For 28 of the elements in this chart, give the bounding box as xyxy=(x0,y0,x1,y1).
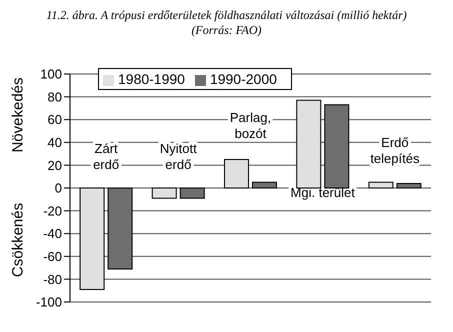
bar xyxy=(224,159,250,188)
y-tick-label: -80 xyxy=(43,272,62,287)
bar xyxy=(180,188,205,199)
y-tick-label: -100 xyxy=(36,294,62,310)
y-tick-label: 40 xyxy=(48,135,62,150)
bar xyxy=(252,182,278,188)
bar xyxy=(324,104,350,188)
chart-title: 11.2. ábra. A trópusi erdőterületek földhasználati változásai (millió hektár) xyxy=(45,8,408,23)
y-tick-label: 20 xyxy=(48,158,62,173)
bar xyxy=(80,188,105,290)
legend-label: 1990-2000 xyxy=(210,71,277,87)
bar xyxy=(152,188,177,199)
y-tick-label: 0 xyxy=(54,180,62,196)
legend-label: 1980-1990 xyxy=(118,71,185,87)
text: Csökkenés xyxy=(10,202,26,277)
chart-subtitle: (Forrás: FAO) xyxy=(190,23,263,38)
bar xyxy=(396,182,422,188)
x-tick-label: Mgi. terület xyxy=(290,185,356,200)
bar xyxy=(296,100,322,188)
y-tick-label: -40 xyxy=(43,226,62,242)
y-tick-label: -20 xyxy=(43,203,62,218)
y-tick-label: 60 xyxy=(48,112,62,128)
y-tick-label: 80 xyxy=(48,89,62,104)
y-tick-label: 100 xyxy=(40,66,62,82)
bar xyxy=(108,188,133,270)
text: Növekedés xyxy=(10,76,26,152)
bar xyxy=(368,182,394,188)
y-tick-label: -60 xyxy=(43,249,62,264)
